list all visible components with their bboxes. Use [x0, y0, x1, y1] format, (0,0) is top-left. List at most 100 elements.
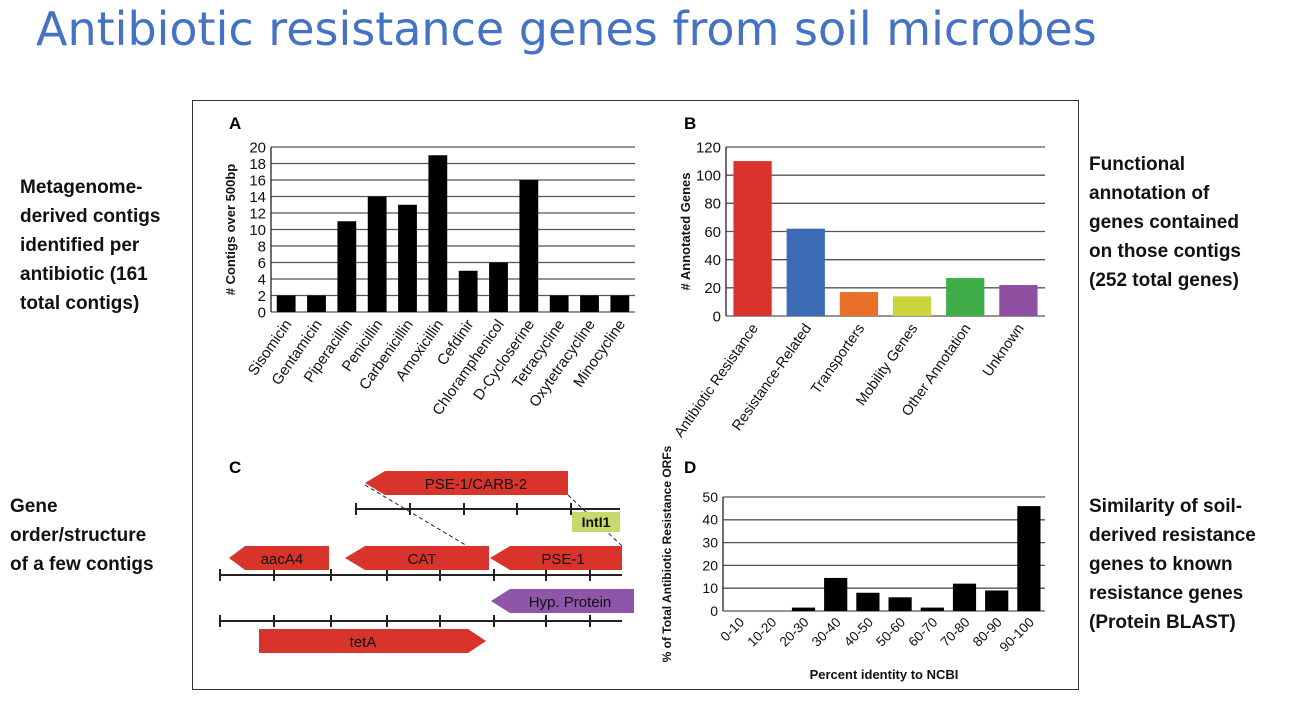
gene-label: CAT	[408, 551, 437, 568]
bar	[276, 295, 296, 312]
bar	[549, 295, 569, 312]
gene-arrow-hyp-protein	[491, 589, 634, 613]
y-tick-label: 2	[258, 288, 266, 305]
note-line: on those contigs	[1089, 241, 1241, 262]
y-tick-label: 120	[696, 139, 721, 156]
y-tick-label: 80	[704, 196, 721, 213]
gene-arrow-cat	[345, 546, 489, 570]
x-tick-label: 30-40	[809, 615, 844, 650]
note-panel-a: Metagenome- derived contigs identified p…	[20, 173, 160, 318]
figure-panel: A B C D 0 2 4 6 8 10 12 14 16 18 20 # Contigs over …	[192, 100, 1079, 690]
bar	[489, 262, 508, 312]
bar	[839, 292, 879, 316]
note-panel-b: Functional annotation of genes contained…	[1089, 150, 1241, 295]
x-tick-label: 90-100	[997, 615, 1037, 655]
x-tick-label: 0-10	[718, 615, 748, 645]
note-line: identified per	[20, 235, 140, 256]
note-line: Similarity of soil-	[1089, 496, 1243, 517]
bar	[946, 277, 985, 316]
gene-label: PSE-1/CARB-2	[425, 476, 528, 493]
note-line: antibiotic (161	[20, 264, 148, 285]
y-tick-label: 8	[258, 238, 266, 255]
gene-label: Hyp. Protein	[529, 594, 612, 611]
y-tick-label: 20	[702, 557, 718, 573]
gene-order-diagram: PSE-1/CARB-2 IntI1 aacA4 CAT PSE-1	[219, 471, 634, 653]
gene-label: IntI1	[582, 514, 611, 530]
note-line: derived contigs	[20, 206, 161, 227]
note-line: order/structure	[10, 525, 147, 546]
note-line: (Protein BLAST)	[1089, 612, 1236, 633]
bar	[428, 155, 448, 312]
y-axis-label: # Contigs over 500bp	[223, 164, 238, 296]
bar	[888, 597, 912, 611]
x-tick-label: 60-70	[905, 615, 940, 650]
y-tick-label: 14	[249, 189, 266, 206]
note-line: derived resistance	[1089, 525, 1256, 546]
panel-label-d: D	[684, 458, 696, 477]
note-line: annotation of	[1089, 183, 1210, 204]
x-tick-label: Transporters	[808, 321, 868, 397]
gene-label: PSE-1	[541, 551, 584, 568]
gene-box-intl1	[572, 512, 620, 532]
note-line: genes contained	[1089, 212, 1239, 233]
bar	[999, 285, 1038, 316]
y-tick-label: 30	[702, 535, 718, 551]
bar	[892, 296, 932, 316]
bar	[580, 295, 599, 312]
y-tick-label: 20	[704, 280, 721, 297]
bar	[952, 583, 977, 611]
bar	[985, 590, 1009, 611]
note-line: Metagenome-	[20, 177, 143, 198]
bar	[920, 607, 944, 611]
bar	[1017, 506, 1041, 611]
gene-arrow-pse1	[490, 546, 622, 570]
note-line: total contigs)	[20, 293, 140, 314]
note-line: (252 total genes)	[1089, 270, 1239, 291]
x-tick-label: 10-20	[744, 615, 779, 650]
y-tick-label: 18	[249, 156, 266, 173]
bar	[786, 228, 825, 316]
y-tick-label: 10	[702, 580, 718, 596]
chart-d: 0 10 20 30 40 50 % of Total Antibiotic Resista…	[660, 445, 1045, 682]
y-tick-label: 20	[249, 139, 266, 156]
y-tick-label: 40	[702, 512, 718, 528]
gene-arrow-teta	[259, 629, 486, 653]
bar	[519, 180, 539, 312]
gene-label: aacA4	[261, 551, 304, 568]
x-tick-label: Unknown	[980, 321, 1028, 380]
bar	[458, 270, 478, 312]
bar	[398, 204, 417, 312]
note-line: Functional	[1089, 154, 1186, 175]
y-axis-label: % of Total Antibiotic Resistance ORFs	[660, 445, 674, 662]
note-panel-c: Gene order/structure of a few contigs	[10, 492, 154, 579]
panel-label-b: B	[684, 114, 696, 133]
y-tick-label: 12	[249, 205, 266, 222]
y-tick-label: 0	[710, 603, 718, 619]
y-tick-label: 50	[702, 489, 718, 505]
gene-arrow-pse1-carb2	[365, 471, 568, 495]
note-line: resistance genes	[1089, 583, 1244, 604]
y-tick-label: 60	[704, 224, 721, 241]
y-tick-label: 100	[696, 167, 721, 184]
x-axis-label: Percent identity to NCBI	[810, 667, 959, 682]
bar	[791, 607, 816, 611]
bar	[824, 577, 848, 611]
bar	[856, 592, 880, 611]
x-tick-label: 20-30	[777, 615, 812, 650]
bar	[733, 161, 772, 316]
y-tick-label: 0	[258, 304, 266, 321]
note-panel-d: Similarity of soil- derived resistance g…	[1089, 492, 1256, 637]
slide-title: Antibiotic resistance genes from soil mi…	[36, 2, 1097, 56]
bar	[367, 196, 387, 312]
y-tick-label: 0	[713, 308, 721, 325]
note-line: of a few contigs	[10, 554, 154, 575]
bar	[610, 295, 630, 312]
y-tick-label: 16	[249, 172, 266, 189]
y-tick-label: 6	[258, 255, 266, 272]
x-tick-label: 70-80	[938, 615, 973, 650]
gene-arrow-aaca4	[229, 546, 329, 570]
y-axis-label: # Annotated Genes	[678, 173, 693, 291]
